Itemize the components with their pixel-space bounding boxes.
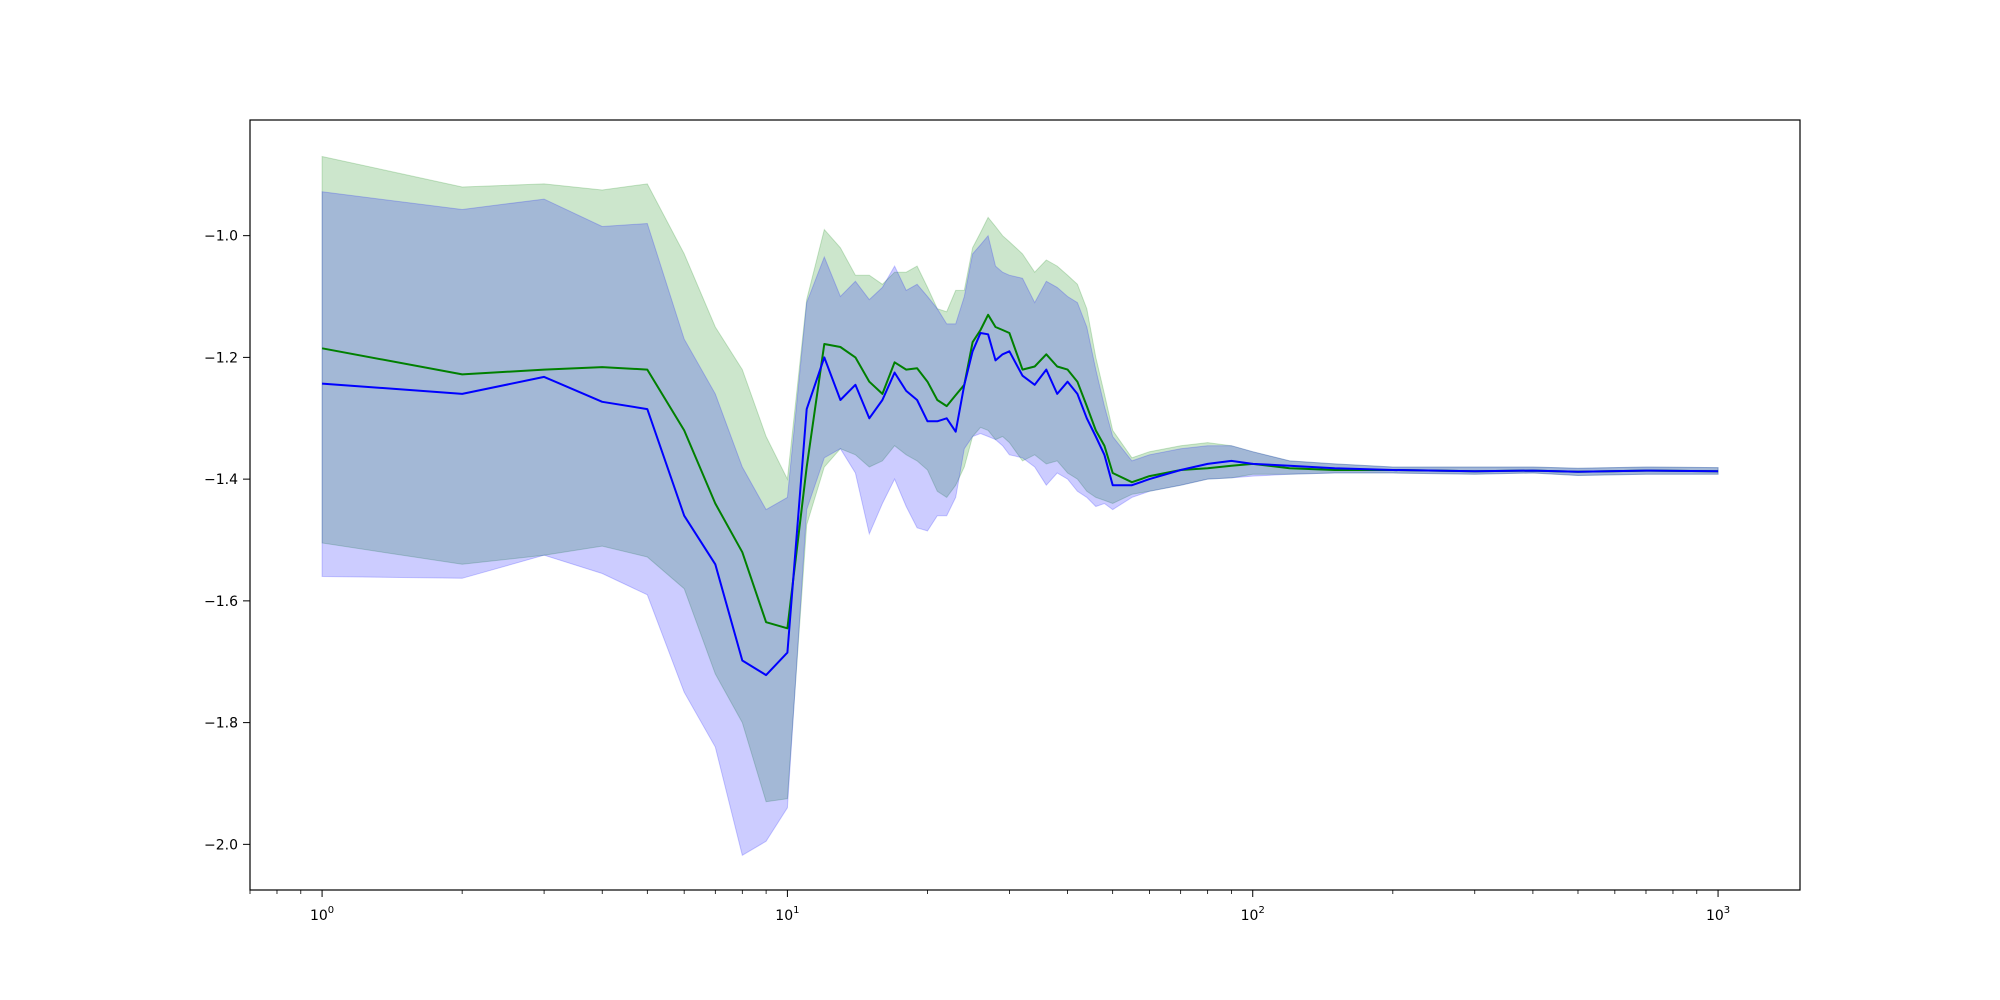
x-tick-label: 102 [1241,905,1265,924]
y-tick-label: −1.0 [204,229,238,245]
plot-background [250,120,1800,890]
series-lines [321,313,1719,677]
series-2-line [322,332,1719,677]
y-tick-label: −1.8 [204,716,238,732]
x-tick-label: 103 [1706,905,1730,924]
plot-frame [249,119,1801,891]
confidence-bands [321,155,1719,857]
x-tick-label: 100 [310,905,334,924]
series-1-band [321,155,1719,803]
series-1-line [321,313,1719,630]
y-axis: −1.0 −1.2 −1.4 −1.6 −1.8 −2.0 [204,229,250,853]
x-tick-label: 101 [775,905,799,924]
y-tick-label: −1.6 [204,594,238,610]
x-axis: 100 101 102 103 [249,890,1730,924]
plot-area [249,119,1801,891]
y-tick-label: −1.4 [204,472,238,488]
series-2-band [321,191,1719,857]
y-tick-label: −2.0 [204,837,238,853]
y-tick-label: −1.2 [204,350,238,366]
